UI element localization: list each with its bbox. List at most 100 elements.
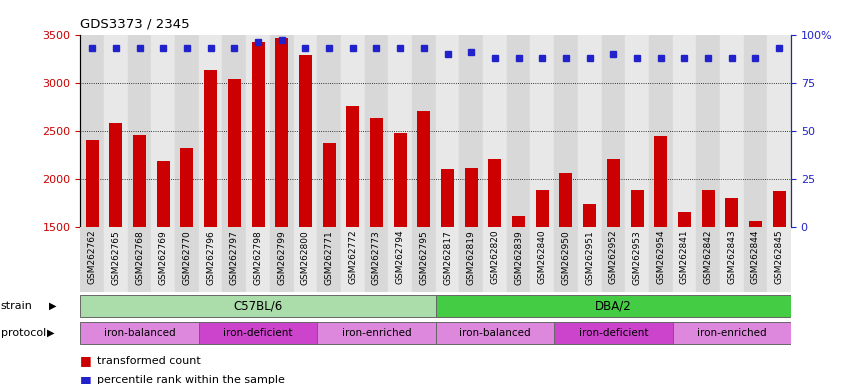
Bar xyxy=(630,190,644,227)
Bar xyxy=(104,35,128,227)
Bar xyxy=(767,227,791,292)
Bar xyxy=(104,227,128,292)
Bar xyxy=(607,159,620,227)
Bar xyxy=(341,35,365,227)
Bar xyxy=(554,35,578,227)
Bar xyxy=(512,216,525,227)
Bar xyxy=(559,173,573,227)
Bar xyxy=(157,161,170,227)
Text: GSM262952: GSM262952 xyxy=(609,230,618,285)
Bar xyxy=(488,159,502,227)
Text: GSM262845: GSM262845 xyxy=(775,230,783,285)
Bar xyxy=(393,134,407,227)
Bar xyxy=(246,227,270,292)
Bar xyxy=(388,227,412,292)
Text: iron-deficient: iron-deficient xyxy=(579,328,648,338)
Text: GSM262820: GSM262820 xyxy=(491,230,499,285)
Text: ■: ■ xyxy=(80,374,92,384)
Text: C57BL/6: C57BL/6 xyxy=(233,299,283,312)
Text: GSM262839: GSM262839 xyxy=(514,230,523,285)
Bar xyxy=(109,123,123,227)
Bar xyxy=(554,227,578,292)
Text: ▶: ▶ xyxy=(49,301,57,311)
Bar xyxy=(275,38,288,227)
Bar xyxy=(246,35,270,227)
Bar xyxy=(749,221,762,227)
Bar xyxy=(80,35,104,227)
Bar xyxy=(370,118,383,227)
Text: GSM262951: GSM262951 xyxy=(585,230,594,285)
Bar xyxy=(767,35,791,227)
Bar xyxy=(459,227,483,292)
Text: GSM262765: GSM262765 xyxy=(112,230,120,285)
Text: GSM262771: GSM262771 xyxy=(325,230,333,285)
Bar xyxy=(625,35,649,227)
Text: ■: ■ xyxy=(80,354,92,367)
Text: GDS3373 / 2345: GDS3373 / 2345 xyxy=(80,18,190,31)
Bar xyxy=(554,322,673,344)
Text: GSM262797: GSM262797 xyxy=(230,230,239,285)
Bar xyxy=(678,212,691,227)
Bar xyxy=(654,136,667,227)
Text: iron-balanced: iron-balanced xyxy=(104,328,175,338)
Text: GSM262795: GSM262795 xyxy=(420,230,428,285)
Bar xyxy=(322,143,336,227)
Text: GSM262950: GSM262950 xyxy=(562,230,570,285)
Bar xyxy=(222,35,246,227)
Bar xyxy=(441,169,454,227)
Text: GSM262819: GSM262819 xyxy=(467,230,475,285)
Bar xyxy=(649,227,673,292)
Text: iron-deficient: iron-deficient xyxy=(223,328,293,338)
Text: GSM262817: GSM262817 xyxy=(443,230,452,285)
Bar xyxy=(317,322,436,344)
Text: GSM262798: GSM262798 xyxy=(254,230,262,285)
Bar xyxy=(673,35,696,227)
Bar xyxy=(80,227,104,292)
Bar xyxy=(251,42,265,227)
Bar xyxy=(673,227,696,292)
Bar xyxy=(649,35,673,227)
Text: percentile rank within the sample: percentile rank within the sample xyxy=(97,375,285,384)
Bar xyxy=(294,35,317,227)
Text: GSM262799: GSM262799 xyxy=(277,230,286,285)
Bar xyxy=(317,227,341,292)
Bar xyxy=(725,198,739,227)
Text: GSM262953: GSM262953 xyxy=(633,230,641,285)
Text: GSM262772: GSM262772 xyxy=(349,230,357,285)
Bar xyxy=(175,227,199,292)
Bar xyxy=(436,295,791,318)
Bar xyxy=(720,227,744,292)
Bar xyxy=(744,35,767,227)
Bar xyxy=(204,70,217,227)
Text: GSM262843: GSM262843 xyxy=(728,230,736,285)
Bar xyxy=(151,227,175,292)
Bar xyxy=(133,136,146,227)
Text: strain: strain xyxy=(1,301,33,311)
Bar xyxy=(701,190,715,227)
Bar xyxy=(128,35,151,227)
Bar xyxy=(199,35,222,227)
Text: GSM262769: GSM262769 xyxy=(159,230,168,285)
Bar xyxy=(365,227,388,292)
Text: transformed count: transformed count xyxy=(97,356,201,366)
Bar xyxy=(578,35,602,227)
Text: iron-enriched: iron-enriched xyxy=(697,328,766,338)
Bar xyxy=(696,227,720,292)
Text: GSM262800: GSM262800 xyxy=(301,230,310,285)
Bar xyxy=(673,322,791,344)
Bar xyxy=(417,111,431,227)
Bar xyxy=(175,35,199,227)
Bar xyxy=(436,227,459,292)
Text: GSM262954: GSM262954 xyxy=(656,230,665,285)
Bar xyxy=(436,322,554,344)
Text: GSM262773: GSM262773 xyxy=(372,230,381,285)
Text: GSM262840: GSM262840 xyxy=(538,230,547,285)
Text: GSM262762: GSM262762 xyxy=(88,230,96,285)
Bar xyxy=(317,35,341,227)
Bar xyxy=(578,227,602,292)
Bar xyxy=(720,35,744,227)
Text: GSM262768: GSM262768 xyxy=(135,230,144,285)
Bar xyxy=(507,227,530,292)
Bar xyxy=(270,35,294,227)
Bar xyxy=(199,322,317,344)
